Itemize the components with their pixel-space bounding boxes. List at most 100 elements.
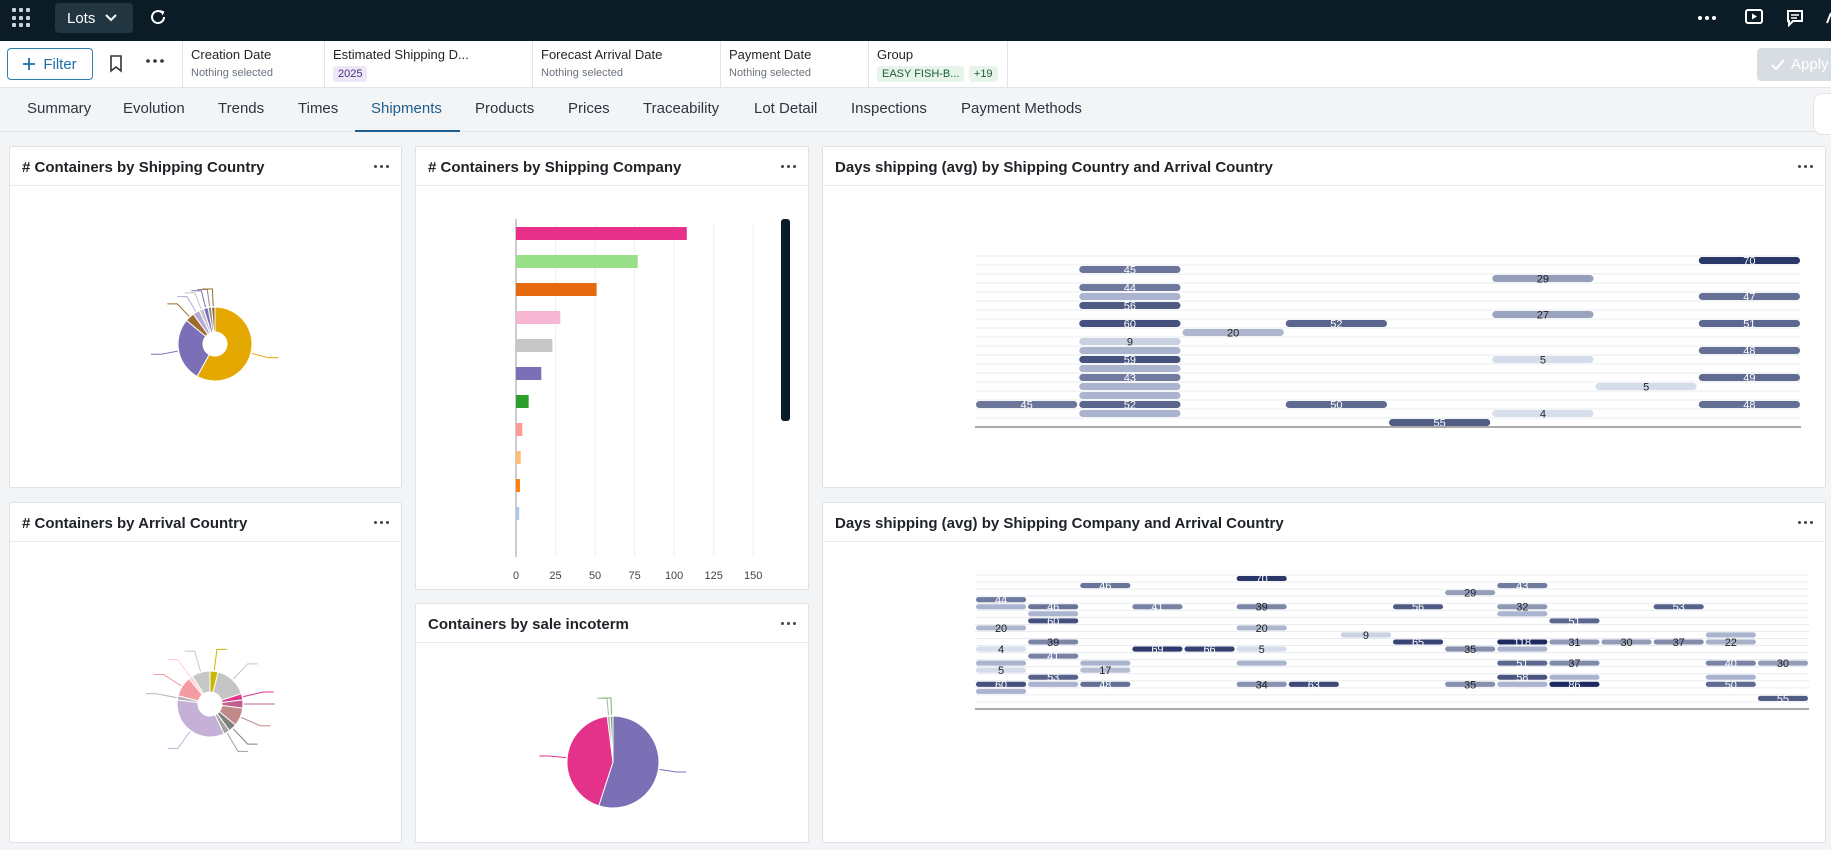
scroll-brush[interactable] [781,219,790,421]
bar[interactable] [516,395,529,408]
heat-cell[interactable] [1757,660,1808,666]
heat-cell[interactable] [1236,646,1287,652]
heat-cell[interactable] [1492,311,1594,318]
heat-cell[interactable] [1079,401,1181,408]
heat-cell[interactable] [1445,590,1496,596]
heat-cell[interactable] [1445,681,1496,687]
apps-grid-icon[interactable] [12,8,32,28]
heat-cell[interactable] [976,597,1027,603]
pie-slice[interactable] [176,699,225,738]
heat-cell[interactable] [1601,639,1652,645]
card-menu-icon[interactable] [781,165,796,168]
heat-cell[interactable] [1079,284,1181,291]
heat-cell[interactable] [1028,604,1079,610]
heat-cell[interactable] [1079,365,1181,372]
heat-cell[interactable] [1080,660,1131,666]
heat-cell[interactable] [1497,604,1548,610]
heat-cell[interactable] [1698,257,1800,264]
heat-cell[interactable] [1288,681,1339,687]
pie-slice[interactable] [598,715,660,809]
heat-cell[interactable] [1705,681,1756,687]
heat-cell[interactable] [1028,618,1079,624]
heat-cell[interactable] [976,660,1027,666]
heat-cell[interactable] [976,401,1078,408]
bar[interactable] [516,339,553,352]
heat-cell[interactable] [1079,347,1181,354]
heat-cell[interactable] [1340,632,1391,638]
heat-cell[interactable] [1080,583,1131,589]
heat-cell[interactable] [976,688,1027,694]
heat-cell[interactable] [1698,401,1800,408]
heat-cell[interactable] [1549,618,1600,624]
present-icon[interactable] [1745,9,1763,25]
pie-slice[interactable] [566,715,614,807]
tab-trends[interactable]: Trends [218,100,265,117]
heat-cell[interactable] [1445,646,1496,652]
heat-cell[interactable] [1549,674,1600,680]
heat-cell[interactable] [1079,356,1181,363]
card-menu-icon[interactable] [781,622,796,625]
more-horizontal-icon[interactable] [146,59,164,63]
user-icon[interactable] [1825,9,1831,27]
heat-cell[interactable] [1079,374,1181,381]
heat-cell[interactable] [1285,320,1387,327]
heat-cell[interactable] [1028,674,1079,680]
heat-cell[interactable] [1492,275,1594,282]
bar[interactable] [516,423,523,436]
tab-products[interactable]: Products [475,100,535,117]
heat-cell[interactable] [1705,660,1756,666]
filter-group[interactable]: Group EASY FISH-B... +19 [868,41,1008,87]
heat-cell[interactable] [1236,681,1287,687]
card-menu-icon[interactable] [1798,521,1813,524]
tab-evolution[interactable]: Evolution [123,100,185,117]
heat-cell[interactable] [1698,347,1800,354]
app-switcher-button[interactable]: Lots [55,3,133,33]
apply-button[interactable]: Apply [1757,48,1831,81]
heat-cell[interactable] [1549,660,1600,666]
heat-cell[interactable] [1028,681,1079,687]
bookmark-icon[interactable] [109,55,123,73]
filter-creation-date[interactable]: Creation Date Nothing selected [182,41,324,87]
bar[interactable] [516,311,561,324]
card-menu-icon[interactable] [1798,165,1813,168]
heat-cell[interactable] [1132,646,1183,652]
side-panel-toggle[interactable] [1813,93,1831,135]
heat-cell[interactable] [1182,329,1284,336]
heat-cell[interactable] [1698,320,1800,327]
heat-cell[interactable] [1028,639,1079,645]
heat-cell[interactable] [1653,639,1704,645]
bar[interactable] [516,451,521,464]
heat-cell[interactable] [1236,576,1287,582]
heat-cell[interactable] [1497,583,1548,589]
heat-cell[interactable] [1497,674,1548,680]
pie-slice[interactable] [210,306,216,333]
heat-cell[interactable] [1079,392,1181,399]
heat-cell[interactable] [1079,338,1181,345]
bar[interactable] [516,283,597,296]
pie-slice[interactable] [196,306,253,382]
heat-cell[interactable] [1389,419,1491,426]
heat-cell[interactable] [1497,660,1548,666]
refresh-icon[interactable] [149,8,167,26]
heat-cell[interactable] [976,646,1027,652]
heat-cell[interactable] [1549,639,1600,645]
tab-times[interactable]: Times [298,100,339,117]
heat-cell[interactable] [1497,639,1548,645]
tab-shipments[interactable]: Shipments [371,100,442,117]
card-menu-icon[interactable] [374,165,389,168]
heat-cell[interactable] [1079,302,1181,309]
heat-cell[interactable] [1497,646,1548,652]
heat-cell[interactable] [1079,320,1181,327]
bar[interactable] [516,367,542,380]
heat-cell[interactable] [1497,681,1548,687]
heat-cell[interactable] [1393,604,1444,610]
comments-icon[interactable] [1786,9,1804,27]
heat-cell[interactable] [1080,667,1131,673]
pie-slice[interactable] [177,319,210,378]
heat-cell[interactable] [1492,356,1594,363]
heat-cell[interactable] [1497,611,1548,617]
more-horizontal-icon[interactable] [1698,16,1716,20]
filter-button[interactable]: Filter [7,48,93,80]
heat-cell[interactable] [1705,639,1756,645]
heat-cell[interactable] [1393,639,1444,645]
